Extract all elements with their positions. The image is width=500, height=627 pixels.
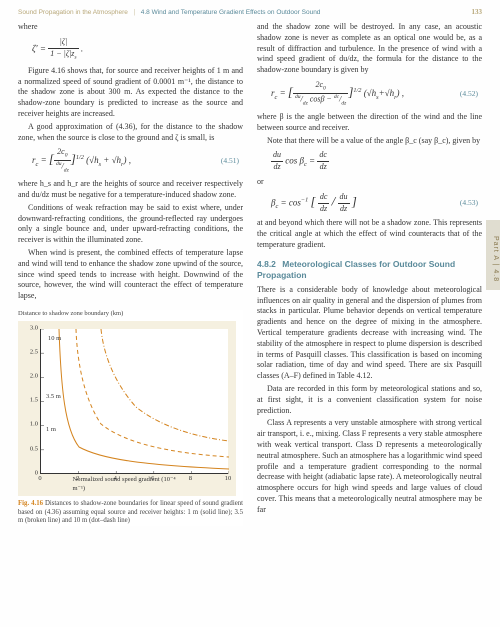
x-axis-label: Normalized sound speed gradient (10⁻⁴ m⁻… — [73, 476, 182, 494]
eq-body: dudz cos βc = dcdz — [271, 150, 329, 173]
eq-body: ζ′ = |ζ|1 − |ζ|zs . — [32, 37, 83, 62]
equation-4-53: βc = cos−1 [ dcdz / dudz ] (4.53) — [257, 192, 482, 215]
subsection-number: 4.8.2 — [257, 259, 276, 269]
xtick: 8 — [189, 475, 192, 484]
page-header: Sound Propagation in the Atmosphere | 4.… — [0, 0, 500, 22]
figure-title: Distance to shadow zone boundary (km) — [18, 310, 243, 319]
section-title: Wind and Temperature Gradient Effects on… — [152, 9, 321, 16]
para-wind-present: When wind is present, the combined effec… — [18, 248, 243, 302]
equation-4-51: rc = [2c0du/dz]1/2 (√hs + √hr) , (4.51) — [18, 147, 243, 175]
figure-caption: Fig. 4.16 Distances to shadow-zone bound… — [18, 500, 243, 526]
right-column: and the shadow zone will be destroyed. I… — [257, 22, 482, 530]
eq-number: (4.52) — [460, 89, 478, 99]
caption-text: Distances to shadow-zone boundaries for … — [18, 500, 243, 525]
page-number: 133 — [472, 8, 483, 17]
eq-body: rc = [2c0du/dz cosβ − dc/dz]1/2 (√hs+√hr… — [271, 80, 404, 108]
ytick: 0 — [26, 469, 38, 478]
para-weak-refraction: Conditions of weak refraction may be sai… — [18, 203, 243, 246]
equation-4-52: rc = [2c0du/dz cosβ − dc/dz]1/2 (√hs+√hr… — [257, 80, 482, 108]
ytick: 2.0 — [26, 373, 38, 382]
header-separator: | — [134, 8, 135, 16]
equation-cos-beta: dudz cos βc = dcdz — [257, 150, 482, 173]
figure-number: Fig. 4.16 — [18, 500, 43, 507]
subsection-heading: 4.8.2 Meteorological Classes for Outdoor… — [257, 259, 482, 281]
para-class-a: Class A represents a very unstable atmos… — [257, 418, 482, 515]
eq-body: βc = cos−1 [ dcdz / dudz ] — [271, 192, 357, 215]
para-heights: where h_s and h_r are the heights of sou… — [18, 179, 243, 201]
para-meteorological: There is a considerable body of knowledg… — [257, 285, 482, 382]
xtick: 0 — [38, 475, 41, 484]
plot-area — [40, 329, 228, 474]
section-number: 4.8 — [141, 9, 150, 16]
para-beta-angle: where β is the angle between the directi… — [257, 112, 482, 134]
xtick: 10 — [225, 475, 232, 484]
ytick: 1.0 — [26, 421, 38, 430]
curve-label-10m: 10 m — [48, 335, 61, 344]
subsection-title: Meteorological Classes for Outdoor Sound… — [257, 259, 455, 280]
or-label: or — [257, 177, 482, 188]
para-critical-angle: at and beyond which there will not be a … — [257, 218, 482, 250]
chart-area: 0 0.5 1.0 1.5 2.0 2.5 3.0 0 2 4 6 8 10 N… — [18, 321, 236, 496]
left-column: where ζ′ = |ζ|1 − |ζ|zs . Figure 4.16 sh… — [18, 22, 243, 530]
para-shadow-destroyed: and the shadow zone will be destroyed. I… — [257, 22, 482, 76]
eq-number: (4.51) — [221, 156, 239, 166]
eq-body: rc = [2c0du/dz]1/2 (√hs + √hr) , — [32, 147, 131, 175]
ytick: 3.0 — [26, 324, 38, 333]
para-beta-c: Note that there will be a value of the a… — [257, 136, 482, 147]
content-columns: where ζ′ = |ζ|1 − |ζ|zs . Figure 4.16 sh… — [0, 22, 500, 530]
side-tab: Part A | 4.8 — [486, 220, 500, 290]
equation-zeta-prime: ζ′ = |ζ|1 − |ζ|zs . — [18, 37, 243, 62]
ytick: 2.5 — [26, 349, 38, 358]
figure-4-16: Distance to shadow zone boundary (km) — [18, 310, 243, 526]
chapter-title: Sound Propagation in the Atmosphere — [18, 9, 128, 16]
ytick: 0.5 — [26, 445, 38, 454]
curve-label-3-5m: 3.5 m — [46, 393, 61, 402]
chart-svg — [41, 329, 229, 474]
para-approx: A good approximation of (4.36), for the … — [18, 122, 243, 144]
eq-number: (4.53) — [460, 198, 478, 208]
para-data-recorded: Data are recorded in this form by meteor… — [257, 384, 482, 416]
ytick: 1.5 — [26, 397, 38, 406]
where-label: where — [18, 22, 243, 33]
para-fig-ref: Figure 4.16 shows that, for source and r… — [18, 66, 243, 120]
curve-label-1m: 1 m — [46, 426, 56, 435]
header-left: Sound Propagation in the Atmosphere | 4.… — [18, 8, 320, 18]
